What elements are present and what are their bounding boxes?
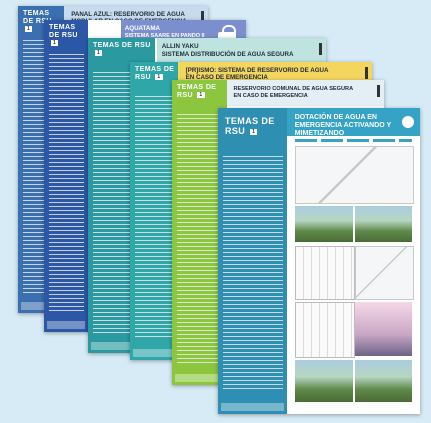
logo-strip [91, 342, 152, 350]
code-mark [319, 43, 322, 55]
topic-tag: TEMAS DE RSU 1 [130, 62, 178, 82]
side-panel: TEMAS DE RSU 1 [218, 108, 287, 414]
topic-number: 1 [25, 26, 33, 33]
poster-title: AQUATAMA [124, 25, 160, 32]
side-text-block [177, 114, 224, 365]
topic-number: 1 [197, 92, 205, 99]
topic-tag: TEMAS DE RSU 1 [172, 80, 227, 100]
topic-number: 1 [250, 128, 258, 135]
title-band [157, 38, 326, 66]
logo-strip [21, 302, 61, 310]
section-drawing [294, 246, 356, 300]
poster-title: DOTACIÓN DE AGUA EN EMERGENCIA ACTIVANDO… [294, 114, 392, 137]
logo-icon [402, 116, 414, 128]
topic-tag-text: TEMAS DE RSU [225, 116, 275, 136]
side-panel: TEMAS DE RSU 1 [44, 20, 89, 332]
topic-tag-text: TEMAS DE RSU [93, 42, 151, 49]
master-plan [294, 146, 414, 204]
topic-tag: TEMAS DE RSU 1 [18, 6, 64, 34]
code-mark [365, 67, 368, 79]
logo-strip [47, 321, 86, 329]
logo-strip [133, 349, 176, 357]
section-tabs-bar [294, 139, 412, 142]
topic-tag: TEMAS DE RSU 1 [218, 108, 287, 136]
logo-strip [175, 374, 225, 382]
title-band [227, 80, 384, 106]
detail-plan [355, 246, 414, 300]
title-band [178, 62, 372, 84]
title-band [286, 108, 420, 136]
poster-title: [PR]ISMO: SISTEMA DE RESERVORIO DE AGUA … [185, 67, 329, 81]
topic-tag-text: TEMAS DE RSU [49, 24, 78, 39]
topic-number: 1 [51, 40, 59, 47]
poster-title: RESERVORIO COMUNAL DE AGUA SEGURA EN CAS… [233, 86, 353, 99]
code-mark [201, 11, 204, 23]
module-drawing [294, 302, 356, 358]
topic-tag: TEMAS DE RSU 1 [88, 38, 155, 58]
photo-lake [294, 206, 354, 242]
photo-park [355, 206, 412, 242]
side-panel: TEMAS DE RSU 1 [130, 62, 179, 360]
render-plaza [355, 302, 412, 356]
code-mark [377, 85, 380, 97]
topic-number: 1 [95, 50, 103, 57]
poster-subtitle: SISTEMA SAARE EN PANDO II [124, 33, 205, 39]
render-view [294, 360, 354, 402]
side-text-block [49, 54, 85, 312]
side-panel: TEMAS DE RSU 1 [172, 80, 228, 385]
topic-tag: TEMAS DE RSU 1 [44, 20, 88, 48]
logo-strip [221, 403, 284, 411]
topic-tag-text: TEMAS DE RSU [177, 84, 217, 99]
topic-tag-text: TEMAS DE RSU [23, 10, 52, 25]
poster-subtitle: SISTEMA DISTRIBUCIÓN DE AGUA SEGURA [161, 51, 294, 58]
poster-title: ALLIN YAKU [161, 43, 199, 50]
side-text-block [223, 156, 283, 392]
topic-number: 1 [155, 74, 163, 81]
side-text-block [135, 96, 175, 340]
render-garden [355, 360, 412, 402]
poster-sheet-6: TEMAS DE RSU 1 DOTACIÓN DE AGUA EN EMERG… [218, 108, 420, 414]
topic-tag-text: TEMAS DE RSU [135, 66, 175, 81]
